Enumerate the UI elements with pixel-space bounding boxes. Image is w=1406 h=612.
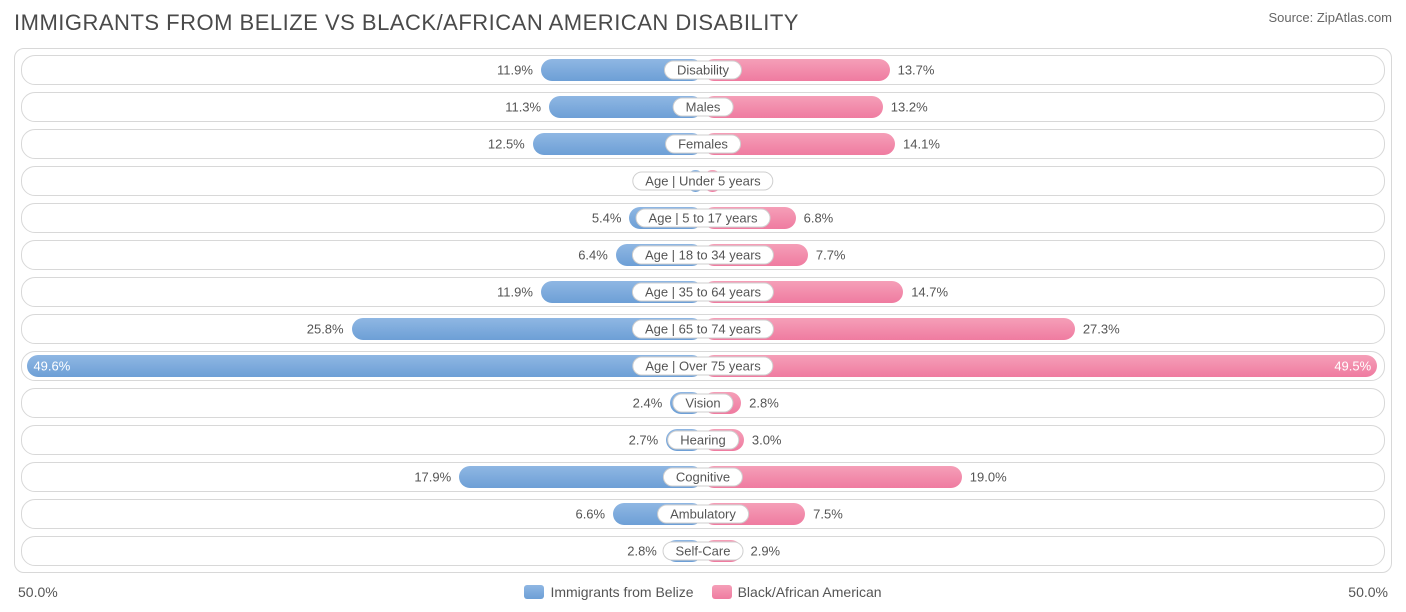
right-bar (703, 355, 1377, 377)
right-value-label: 3.0% (752, 433, 782, 448)
right-half: 13.7% (703, 56, 1384, 84)
right-value-label: 19.0% (970, 470, 1007, 485)
legend-label-left: Immigrants from Belize (550, 584, 693, 600)
bar-row: 12.5% 14.1% Females (21, 129, 1385, 159)
bar-row: 17.9% 19.0% Cognitive (21, 462, 1385, 492)
right-half: 6.8% (703, 204, 1384, 232)
bar-row: 11.9% 14.7% Age | 35 to 64 years (21, 277, 1385, 307)
right-half: 7.7% (703, 241, 1384, 269)
axis-max-label: 50.0% (1348, 584, 1388, 600)
legend: Immigrants from Belize Black/African Ame… (524, 584, 881, 600)
right-half: 1.4% (703, 167, 1384, 195)
left-value-label: 12.5% (488, 137, 525, 152)
right-value-label: 2.9% (750, 544, 780, 559)
row-category-label: Disability (664, 61, 742, 80)
right-value-label: 7.7% (816, 248, 846, 263)
left-value-label: 2.7% (629, 433, 659, 448)
row-category-label: Females (665, 135, 741, 154)
left-half: 11.9% (22, 278, 703, 306)
legend-swatch-right (712, 585, 732, 599)
left-half: 1.1% (22, 167, 703, 195)
right-half: 14.1% (703, 130, 1384, 158)
chart-footer: 50.0% Immigrants from Belize Black/Afric… (14, 581, 1392, 603)
right-half: 14.7% (703, 278, 1384, 306)
chart-container: IMMIGRANTS FROM BELIZE VS BLACK/AFRICAN … (0, 0, 1406, 612)
axis-min-label: 50.0% (18, 584, 58, 600)
right-half: 2.8% (703, 389, 1384, 417)
bar-row: 2.4% 2.8% Vision (21, 388, 1385, 418)
right-value-label: 13.7% (898, 63, 935, 78)
bar-row: 25.8% 27.3% Age | 65 to 74 years (21, 314, 1385, 344)
row-category-label: Age | Over 75 years (632, 357, 773, 376)
left-value-label: 2.4% (633, 396, 663, 411)
left-bar (27, 355, 703, 377)
row-category-label: Ambulatory (657, 505, 749, 524)
legend-swatch-left (524, 585, 544, 599)
right-value-label: 14.1% (903, 137, 940, 152)
left-value-label: 2.8% (627, 544, 657, 559)
right-half: 19.0% (703, 463, 1384, 491)
left-half: 2.8% (22, 537, 703, 565)
left-half: 6.4% (22, 241, 703, 269)
legend-item-left: Immigrants from Belize (524, 584, 693, 600)
left-half: 25.8% (22, 315, 703, 343)
bar-row: 6.6% 7.5% Ambulatory (21, 499, 1385, 529)
left-half: 11.3% (22, 93, 703, 121)
left-value-label: 17.9% (414, 470, 451, 485)
chart-title: IMMIGRANTS FROM BELIZE VS BLACK/AFRICAN … (14, 10, 799, 36)
row-category-label: Cognitive (663, 468, 743, 487)
title-row: IMMIGRANTS FROM BELIZE VS BLACK/AFRICAN … (14, 10, 1392, 36)
legend-item-right: Black/African American (712, 584, 882, 600)
left-value-label: 5.4% (592, 211, 622, 226)
bar-row: 49.6% 49.5% Age | Over 75 years (21, 351, 1385, 381)
left-value-label: 25.8% (307, 322, 344, 337)
left-half: 5.4% (22, 204, 703, 232)
right-half: 7.5% (703, 500, 1384, 528)
right-half: 2.9% (703, 537, 1384, 565)
left-half: 12.5% (22, 130, 703, 158)
right-value-label: 27.3% (1083, 322, 1120, 337)
right-value-label: 6.8% (804, 211, 834, 226)
rows-area: 11.9% 13.7% Disability 11.3% 13.2% Males 12.5%… (14, 48, 1392, 573)
left-value-label: 6.6% (575, 507, 605, 522)
right-half: 3.0% (703, 426, 1384, 454)
source-attribution: Source: ZipAtlas.com (1268, 10, 1392, 25)
bar-row: 5.4% 6.8% Age | 5 to 17 years (21, 203, 1385, 233)
right-half: 13.2% (703, 93, 1384, 121)
left-half: 49.6% (22, 352, 703, 380)
bar-row: 1.1%1.4%Age | Under 5 years (21, 166, 1385, 196)
right-value-label: 14.7% (911, 285, 948, 300)
right-half: 27.3% (703, 315, 1384, 343)
right-value-label: 7.5% (813, 507, 843, 522)
left-value-label: 6.4% (578, 248, 608, 263)
left-half: 17.9% (22, 463, 703, 491)
bar-row: 2.7% 3.0% Hearing (21, 425, 1385, 455)
row-category-label: Hearing (667, 431, 739, 450)
left-value-label: 11.9% (497, 63, 533, 78)
bar-row: 11.9% 13.7% Disability (21, 55, 1385, 85)
left-value-label: 11.3% (505, 100, 541, 115)
row-category-label: Age | 18 to 34 years (632, 246, 774, 265)
row-category-label: Males (673, 98, 734, 117)
right-half: 49.5% (703, 352, 1384, 380)
left-half: 6.6% (22, 500, 703, 528)
left-half: 11.9% (22, 56, 703, 84)
row-category-label: Vision (672, 394, 733, 413)
right-value-label: 49.5% (1334, 359, 1371, 374)
row-category-label: Age | 5 to 17 years (636, 209, 771, 228)
right-value-label: 2.8% (749, 396, 779, 411)
left-half: 2.7% (22, 426, 703, 454)
row-category-label: Self-Care (663, 542, 744, 561)
left-value-label: 11.9% (497, 285, 533, 300)
row-category-label: Age | 65 to 74 years (632, 320, 774, 339)
bar-row: 6.4% 7.7% Age | 18 to 34 years (21, 240, 1385, 270)
row-category-label: Age | 35 to 64 years (632, 283, 774, 302)
left-value-label: 49.6% (33, 359, 70, 374)
right-value-label: 13.2% (891, 100, 928, 115)
left-half: 2.4% (22, 389, 703, 417)
row-category-label: Age | Under 5 years (632, 172, 773, 191)
bar-row: 2.8% 2.9% Self-Care (21, 536, 1385, 566)
bar-row: 11.3% 13.2% Males (21, 92, 1385, 122)
legend-label-right: Black/African American (738, 584, 882, 600)
